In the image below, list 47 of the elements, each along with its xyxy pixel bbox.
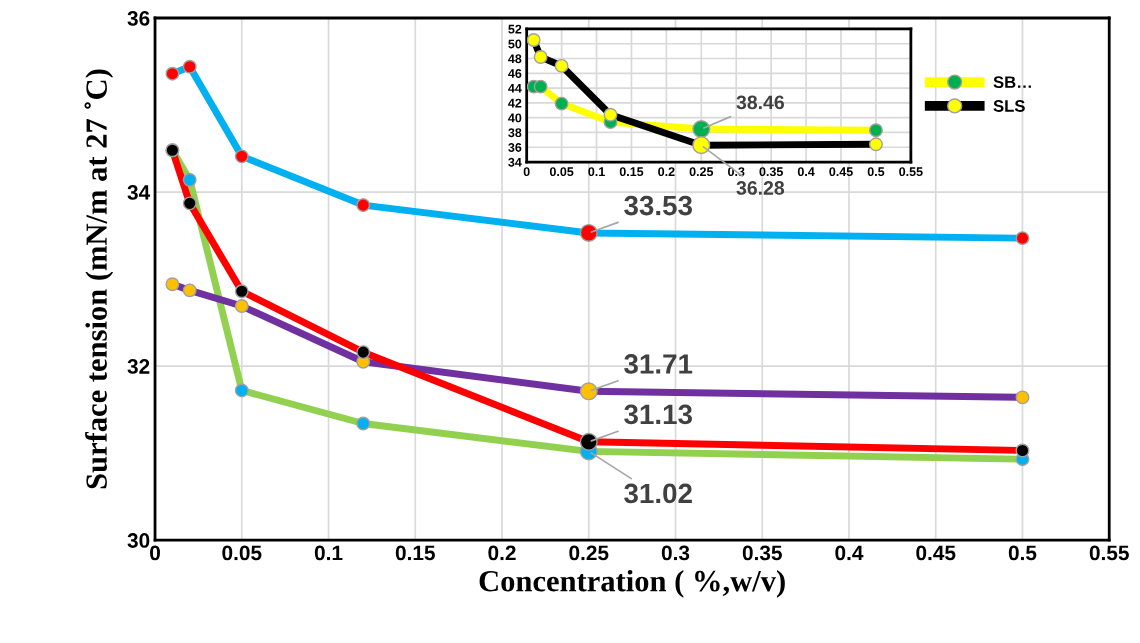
x-tick-label: 0.15: [619, 167, 644, 177]
y-axis-title: Surface tension (mN/m at 27 ˚C): [84, 69, 114, 489]
x-tick-label: 0.3: [661, 545, 690, 561]
y-tick-label: 36: [127, 11, 150, 26]
x-tick-label: 0.35: [759, 167, 783, 177]
y-tick-label: 50: [508, 39, 522, 49]
legend-label: SB…: [993, 76, 1031, 89]
x-tick-label: 0.1: [314, 545, 343, 561]
x-tick-label: 0.5: [867, 167, 885, 177]
x-tick-label: 0.05: [549, 167, 574, 177]
x-tick-label: 0.4: [835, 545, 864, 561]
x-tick-label: 0.1: [588, 167, 605, 177]
y-tick-label: 46: [508, 69, 522, 78]
legend-label: SLS: [993, 100, 1025, 112]
y-tick-label: 30: [127, 533, 150, 548]
data-label: 31.02: [624, 483, 692, 504]
data-label: 31.71: [624, 354, 693, 374]
y-tick-label: 38: [508, 128, 522, 138]
x-tick-label: 0.55: [899, 167, 923, 177]
y-tick-label: 32: [127, 359, 150, 374]
data-label: 36.28: [736, 181, 785, 195]
x-tick-label: 0.15: [395, 545, 435, 561]
x-tick-label: 0.45: [829, 167, 853, 177]
data-label: 33.53: [624, 195, 692, 216]
data-label: 38.46: [736, 95, 784, 110]
x-tick-label: 0.45: [916, 545, 956, 561]
y-tick-label: 34: [127, 185, 151, 200]
x-tick-label: 0.05: [222, 545, 262, 561]
data-label: 31.13: [624, 404, 692, 425]
x-tick-label: 0: [150, 545, 160, 561]
x-tick-label: 0.4: [797, 167, 815, 177]
x-tick-label: 0.5: [1008, 545, 1037, 561]
x-axis-title: Concentration ( %,w/v): [479, 569, 785, 598]
y-tick-label: 44: [508, 84, 522, 93]
y-tick-label: 42: [508, 98, 522, 108]
y-tick-label: 40: [508, 113, 522, 123]
y-tick-label: 36: [508, 143, 522, 152]
x-tick-label: 0.35: [742, 545, 782, 561]
x-tick-label: 0.2: [658, 167, 675, 177]
x-tick-label: 0.25: [689, 167, 714, 177]
x-tick-label: 0: [523, 167, 530, 177]
y-tick-label: 48: [508, 54, 522, 64]
y-tick-label: 52: [508, 24, 522, 34]
x-tick-label: 0.2: [488, 545, 516, 561]
x-tick-label: 0.55: [1089, 545, 1129, 561]
y-tick-label: 34: [508, 157, 522, 167]
x-tick-label: 0.25: [569, 545, 609, 561]
